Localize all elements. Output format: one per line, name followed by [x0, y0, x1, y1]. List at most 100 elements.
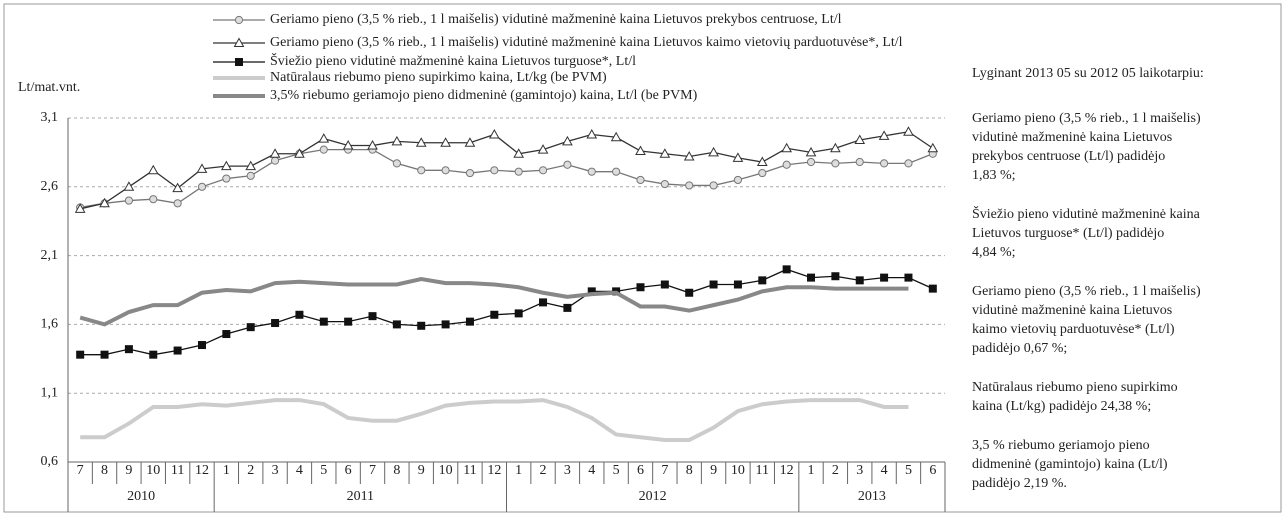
y-tick-label: 3,1 [41, 110, 59, 125]
year-label: 2012 [639, 489, 667, 504]
y-tick-label: 2,6 [41, 179, 59, 194]
note-line: Lietuvos turguose* (Lt/l) padidėjo [972, 226, 1165, 241]
x-tick-label: 8 [686, 463, 693, 478]
x-tick-label: 1 [808, 463, 815, 478]
legend-label: Natūralaus riebumo pieno supirkimo kaina… [270, 70, 607, 85]
point [74, 203, 86, 213]
point [319, 317, 328, 326]
point [367, 140, 378, 150]
x-tick-label: 11 [463, 463, 476, 478]
x-tick-label: 10 [731, 463, 745, 478]
note-paragraph: Geriamo pieno (3,5 % rieb., 1 l maišelis… [972, 109, 1277, 185]
year-label: 2011 [347, 489, 374, 504]
point [537, 144, 549, 154]
point [391, 135, 403, 146]
x-tick-label: 8 [101, 463, 108, 478]
x-tick-label: 7 [77, 463, 84, 478]
legend-marker [233, 37, 245, 47]
year-label: 2010 [127, 489, 155, 504]
note-line: kaina (Lt/kg) padidėjo 24,38 %; [972, 399, 1152, 414]
point [709, 181, 718, 190]
note-line: prekybos centruose (Lt/l) padidėjo [972, 149, 1166, 164]
point [660, 280, 669, 289]
legend-marker [234, 15, 244, 25]
point [708, 146, 719, 157]
note-line: 1,83 %; [972, 168, 1016, 183]
note-line: Natūralaus riebumo pieno supirkimo [972, 380, 1178, 395]
point [831, 159, 840, 168]
point [270, 156, 280, 165]
point [855, 157, 864, 167]
point [514, 309, 523, 318]
note-line: Geriamo pieno (3,5 % rieb., 1 l maišelis… [972, 284, 1201, 299]
point [220, 160, 232, 171]
series-line [79, 276, 909, 327]
note-line: Geriamo pieno (3,5 % rieb., 1 l maišelis… [972, 111, 1201, 126]
note-line: padidėjo 2,19 %. [972, 476, 1067, 491]
point [513, 148, 525, 158]
point [587, 167, 596, 176]
x-tick-label: 3 [564, 463, 571, 478]
point [831, 272, 840, 281]
point [636, 175, 645, 185]
point [222, 174, 231, 183]
point [610, 131, 622, 142]
point [685, 288, 694, 297]
point [807, 273, 816, 282]
point [392, 159, 401, 168]
x-tick-label: 1 [223, 463, 230, 478]
note-line: 4,84 %; [972, 245, 1016, 260]
point [319, 145, 328, 154]
series-line [80, 131, 934, 210]
y-tick-label: 1,6 [41, 317, 59, 332]
x-tick-label: 3 [856, 463, 863, 478]
point [342, 140, 354, 150]
point [879, 159, 889, 168]
point [782, 265, 791, 274]
note-line: 3,5 % riebumo geriamojo pieno [972, 438, 1150, 453]
legend-label: 3,5% riebumo geriamojo pieno didmeninė (… [270, 88, 698, 103]
point [756, 156, 768, 167]
point [441, 320, 450, 329]
point [392, 320, 401, 329]
point [440, 137, 451, 147]
point [538, 166, 548, 175]
point [854, 134, 866, 145]
point [539, 298, 548, 307]
point [100, 350, 109, 359]
point [612, 167, 621, 176]
x-tick-label: 7 [369, 463, 376, 478]
point [562, 135, 573, 146]
x-tick-label: 4 [296, 463, 303, 478]
notes: Lyginant 2013 05 su 2012 05 laikotarpiu:… [972, 64, 1277, 513]
x-tick-label: 1 [515, 463, 522, 478]
point [149, 195, 158, 204]
point [488, 128, 500, 139]
series-line [80, 398, 909, 442]
y-tick-label: 0,6 [41, 454, 59, 469]
x-tick-label: 11 [756, 463, 769, 478]
point [758, 168, 767, 178]
x-tick-label: 6 [637, 463, 644, 478]
x-tick-label: 5 [905, 463, 912, 478]
notes-heading: Lyginant 2013 05 su 2012 05 laikotarpiu: [972, 66, 1204, 81]
point [197, 341, 206, 350]
point [123, 181, 135, 191]
point [417, 321, 426, 330]
point [417, 166, 426, 175]
note-line: vidutinė mažmeninė kaina Lietuvos [972, 130, 1173, 145]
y-axis-label: Lt/mat.vnt. [18, 80, 80, 95]
x-tick-label: 11 [171, 463, 184, 478]
point [173, 346, 182, 355]
point [830, 142, 841, 153]
point [222, 330, 231, 339]
point [733, 280, 742, 289]
note-line: padidėjo 0,67 %; [972, 341, 1068, 356]
point [173, 199, 182, 208]
point [587, 287, 596, 296]
point [732, 152, 744, 162]
note-line: vidutinė mažmeninė kaina Lietuvos [972, 303, 1173, 318]
point [368, 312, 377, 321]
